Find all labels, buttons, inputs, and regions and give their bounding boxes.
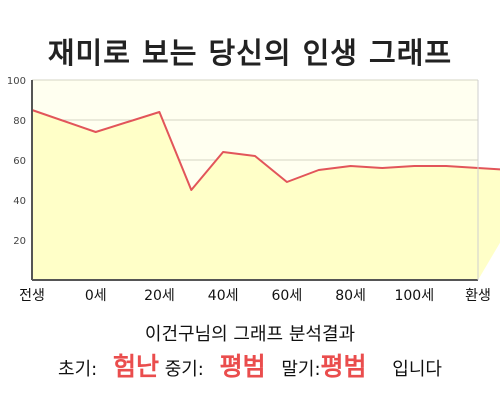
early-label: 초기: — [58, 359, 98, 380]
x-tick-label: 환생 — [465, 288, 491, 304]
x-tick-label: 80세 — [335, 288, 366, 304]
y-tick-label: 60 — [13, 156, 26, 167]
analysis-caption: 이건구님의 그래프 분석결과 — [144, 324, 356, 345]
early-value: 험난 — [112, 352, 159, 381]
mid-value: 평범 — [219, 352, 266, 381]
y-tick-label: 40 — [13, 196, 26, 207]
x-tick-label: 0세 — [85, 288, 107, 304]
analysis-result: 초기: 험난 중기: 평범 말기:평범 입니다 — [0, 347, 500, 383]
mid-label: 중기: — [164, 359, 204, 380]
y-tick-label: 100 — [7, 76, 26, 87]
result-suffix: 입니다 — [392, 359, 442, 380]
chart-title: 재미로 보는 당신의 인생 그래프 — [47, 36, 453, 70]
x-tick-label: 전생 — [19, 288, 45, 304]
axes — [31, 80, 479, 281]
late-label: 말기: — [281, 359, 321, 380]
y-axis-ticks: 20 40 60 80 100 — [7, 76, 26, 247]
y-tick-label: 80 — [13, 116, 26, 127]
late-value: 평범 — [320, 352, 367, 381]
x-tick-label: 20세 — [144, 288, 175, 304]
y-tick-label: 20 — [13, 236, 26, 247]
x-tick-label: 100세 — [394, 288, 434, 304]
area-fill — [32, 110, 500, 280]
series-line — [31, 109, 500, 191]
x-tick-label: 40세 — [208, 288, 239, 304]
x-tick-label: 60세 — [272, 288, 303, 304]
x-axis-ticks: 전생 0세 20세 40세 60세 80세 100세 환생 — [19, 288, 491, 304]
